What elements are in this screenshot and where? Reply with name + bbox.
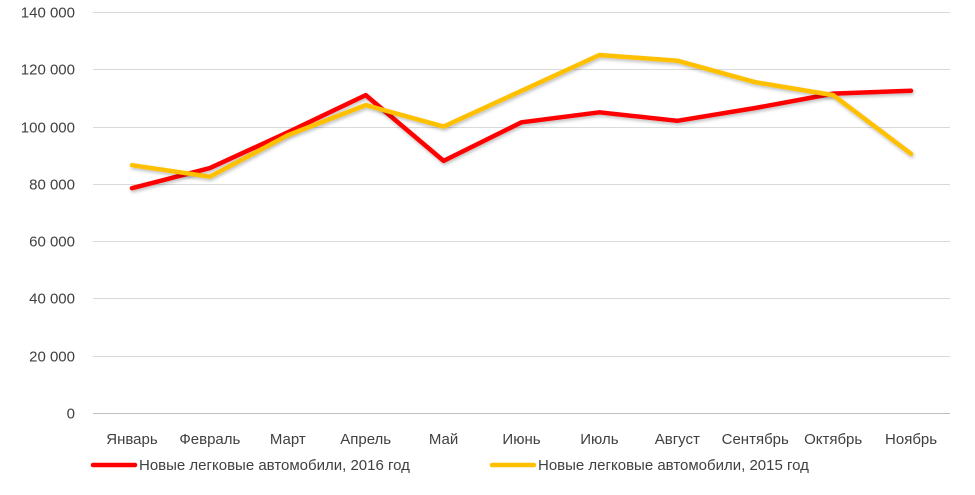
y-tick-label: 140 000 bbox=[21, 5, 75, 22]
series-line-2 bbox=[129, 52, 914, 179]
x-tick-label: Апрель bbox=[340, 431, 391, 448]
legend-label: Новые легковые автомобили, 2016 год bbox=[139, 457, 410, 474]
x-axis-ticks: Январь Февраль Март Апрель Май Июнь Июль Август… bbox=[106, 431, 937, 448]
legend: Новые легковые автомобили, 2016 год Новые… bbox=[90, 457, 809, 474]
legend-label: Новые легковые автомобили, 2015 год bbox=[538, 457, 809, 474]
x-tick-label: Сентябрь bbox=[722, 431, 789, 448]
x-tick-label: Февраль bbox=[179, 431, 240, 448]
x-tick-label: Июль bbox=[580, 431, 618, 448]
x-tick-label: Июнь bbox=[502, 431, 540, 448]
y-tick-label: 0 bbox=[67, 406, 75, 423]
x-tick-label: Октябрь bbox=[804, 431, 862, 448]
y-tick-label: 100 000 bbox=[21, 120, 75, 137]
x-tick-label: Январь bbox=[106, 431, 158, 448]
y-tick-label: 20 000 bbox=[29, 349, 75, 366]
y-tick-label: 120 000 bbox=[21, 62, 75, 79]
gridlines bbox=[93, 12, 950, 414]
y-tick-label: 80 000 bbox=[29, 177, 75, 194]
series-lines bbox=[129, 52, 914, 191]
x-tick-label: Май bbox=[429, 431, 458, 448]
y-axis-ticks: 0 20 000 40 000 60 000 80 000 100 000 120 000 1… bbox=[21, 5, 75, 423]
y-tick-label: 60 000 bbox=[29, 234, 75, 251]
x-tick-label: Март bbox=[270, 431, 306, 448]
x-tick-label: Ноябрь bbox=[885, 431, 937, 448]
y-tick-label: 40 000 bbox=[29, 291, 75, 308]
x-tick-label: Август bbox=[655, 431, 700, 448]
series-line-1 bbox=[129, 88, 914, 191]
